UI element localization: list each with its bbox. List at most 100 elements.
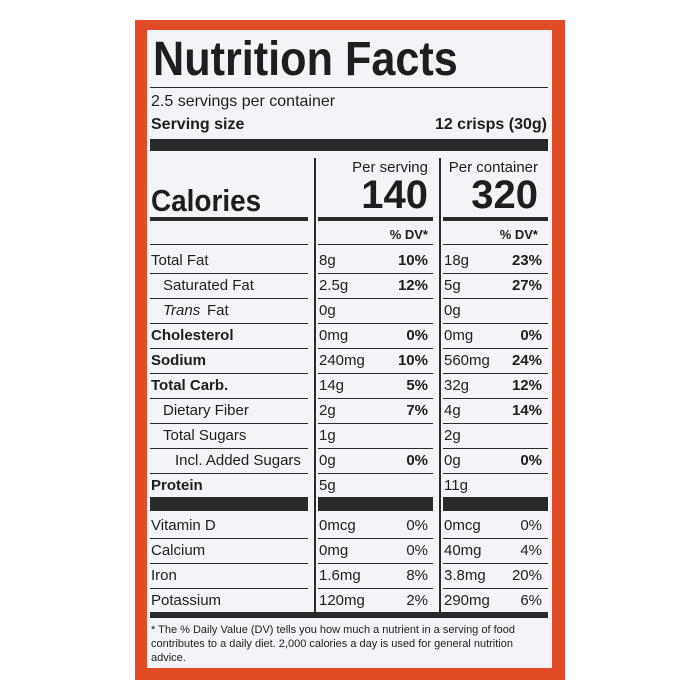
rule	[318, 473, 433, 474]
amount: 32g	[444, 377, 470, 394]
rule	[150, 323, 308, 324]
amount: 3.8mg	[444, 567, 486, 584]
nutrient-label: Protein	[151, 477, 203, 494]
nutrient-label: Iron	[151, 567, 177, 584]
amount: 0g	[319, 302, 336, 319]
daily-value: 4%	[520, 542, 542, 559]
calories-value: 320	[471, 173, 538, 217]
calories-value: 140	[361, 173, 428, 217]
amount: 1.6mg	[319, 567, 361, 584]
nutrient-label: Potassium	[151, 592, 222, 609]
title: Nutrition Facts	[153, 33, 458, 86]
rule	[150, 448, 308, 449]
daily-value: 14%	[511, 402, 542, 419]
daily-value: 20%	[511, 567, 542, 584]
rule	[318, 373, 433, 374]
rule	[318, 298, 433, 299]
daily-value: 0%	[406, 327, 428, 344]
rule	[150, 298, 308, 299]
rule	[150, 273, 308, 274]
column-header: Per serving	[352, 159, 428, 176]
serving-size-label: Serving size	[151, 116, 245, 133]
dv-header: % DV*	[389, 227, 428, 242]
amount: 5g	[444, 277, 461, 294]
rule	[443, 588, 548, 589]
rule	[443, 563, 548, 564]
label-panel	[147, 30, 552, 668]
amount: 40mg	[444, 542, 482, 559]
dv-header: % DV*	[499, 227, 538, 242]
daily-value: 5%	[406, 377, 428, 394]
amount: 2.5g	[319, 277, 349, 294]
nutrient-label: Vitamin D	[151, 517, 216, 534]
rule	[318, 273, 433, 274]
bar	[150, 497, 308, 511]
column-divider	[314, 158, 316, 612]
daily-value: 27%	[511, 277, 542, 294]
amount: 0mcg	[444, 517, 481, 534]
rule	[318, 323, 433, 324]
thick-bar	[150, 612, 548, 618]
amount: 4g	[444, 402, 461, 419]
column-divider	[439, 158, 441, 612]
rule	[318, 398, 433, 399]
rule	[318, 423, 433, 424]
amount: 2g	[319, 402, 336, 419]
nutrient-label: Saturated Fat	[163, 277, 254, 294]
amount: 0mg	[444, 327, 474, 344]
rule	[318, 348, 433, 349]
daily-value: 2%	[406, 592, 428, 609]
rule	[318, 448, 433, 449]
rule	[150, 373, 308, 374]
daily-value: 24%	[511, 352, 542, 369]
amount: 560mg	[444, 352, 490, 369]
column-header: Per container	[448, 159, 538, 176]
rule	[443, 217, 548, 221]
amount: 5g	[319, 477, 336, 494]
bar	[318, 497, 433, 511]
rule	[150, 398, 308, 399]
daily-value: 10%	[397, 252, 428, 269]
daily-value: 6%	[520, 592, 542, 609]
rule	[318, 588, 433, 589]
servings: 2.5 servings per container	[151, 93, 336, 110]
rule	[150, 423, 308, 424]
calories-label: Calories	[151, 183, 262, 218]
rule	[443, 273, 548, 274]
rule	[150, 473, 308, 474]
amount: 2g	[444, 427, 461, 444]
amount: 1g	[319, 427, 336, 444]
footnote: * The % Daily Value (DV) tells you how m…	[151, 624, 515, 664]
rule	[150, 563, 308, 564]
rule	[443, 423, 548, 424]
daily-value: 0%	[406, 542, 428, 559]
rule	[318, 217, 433, 221]
rule	[443, 398, 548, 399]
nutrient-label: Trans	[163, 302, 201, 319]
rule	[443, 323, 548, 324]
amount: 0mg	[319, 542, 349, 559]
rule	[150, 244, 308, 245]
amount: 8g	[319, 252, 336, 269]
daily-value: 0%	[520, 327, 542, 344]
rule	[150, 348, 308, 349]
rule	[150, 588, 308, 589]
amount: 240mg	[319, 352, 365, 369]
bar	[443, 497, 548, 511]
serving-size: 12 crisps (30g)	[434, 116, 547, 133]
nutrient-label: Total Fat	[151, 252, 209, 269]
daily-value: 0%	[406, 517, 428, 534]
amount: 18g	[444, 252, 470, 269]
daily-value: 7%	[406, 402, 428, 419]
rule	[150, 538, 308, 539]
nutrient-label: Total Sugars	[163, 427, 247, 444]
rule	[443, 244, 548, 245]
nutrient-label: Fat	[207, 302, 229, 319]
rule	[443, 373, 548, 374]
amount: 14g	[319, 377, 345, 394]
daily-value: 12%	[511, 377, 542, 394]
amount: 0g	[444, 452, 461, 469]
rule	[443, 298, 548, 299]
rule	[443, 448, 548, 449]
